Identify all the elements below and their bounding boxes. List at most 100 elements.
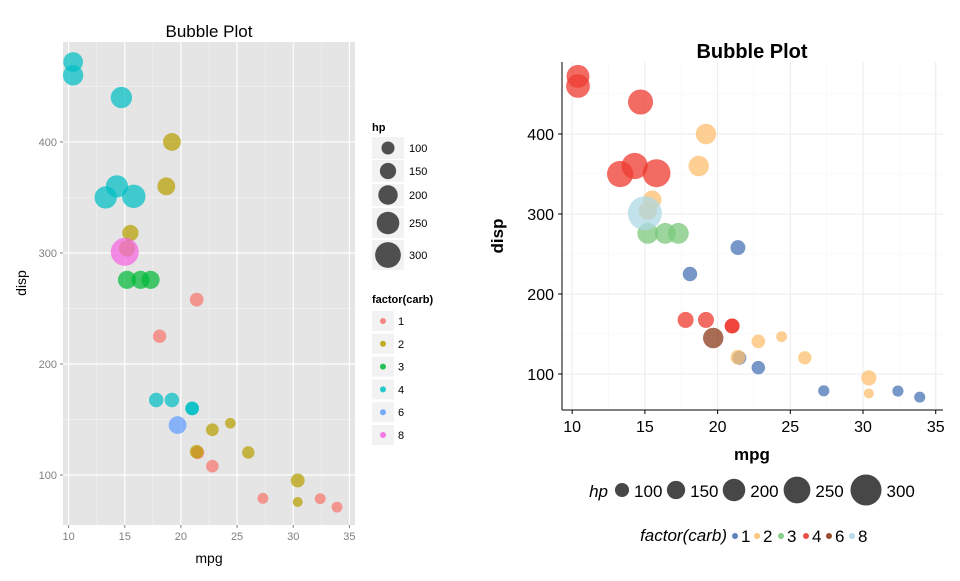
right-x-tick-label: 20 (709, 419, 727, 436)
left-x-tick-label: 15 (119, 531, 131, 543)
left-color-legend-dot (380, 386, 386, 393)
right-size-legend-label: 100 (634, 482, 662, 501)
right-bubble (914, 391, 926, 403)
left-size-legend-bubble (381, 141, 395, 155)
right-color-legend-label: 8 (858, 527, 867, 546)
right-bubble (892, 385, 904, 397)
left-color-legend-label: 2 (398, 339, 404, 351)
right-color-legend-title: factor(carb) (640, 526, 727, 545)
right-bubble (798, 351, 812, 365)
right-size-legend-bubble (666, 480, 686, 500)
right-gridlines (562, 62, 943, 410)
left-color-legend-dot (380, 409, 386, 416)
left-color-legend-keys: 1 2 3 4 6 8 (372, 311, 404, 445)
left-bubble (163, 133, 181, 151)
right-color-legend-dot (849, 533, 855, 539)
left-x-tick-label: 25 (231, 531, 243, 543)
right-size-legend-title: hp (589, 482, 608, 501)
left-bubble (185, 401, 199, 416)
left-bubble (206, 423, 219, 437)
right-bubble (627, 196, 662, 231)
left-y-tick-label: 300 (39, 248, 57, 260)
left-color-legend-label: 1 (398, 316, 404, 328)
left-y-tick-label: 200 (39, 359, 57, 371)
right-x-tick-label: 10 (563, 419, 581, 436)
left-y-axis-label: disp (13, 270, 29, 296)
left-bubble (148, 392, 164, 408)
left-bubble (117, 270, 137, 289)
right-color-legend-dot (778, 533, 784, 539)
left-bubble (292, 497, 303, 508)
right-x-axis-label: mpg (734, 445, 770, 464)
left-bubble (141, 270, 160, 289)
left-x-axis-label: mpg (195, 550, 222, 566)
left-data-points (62, 52, 343, 513)
right-data-points (566, 64, 926, 403)
right-bubble (861, 370, 877, 386)
left-size-legend-bubble (376, 211, 400, 235)
right-bubble (724, 318, 740, 334)
right-size-legend-keys: 100 150 200 250 300 (614, 474, 915, 506)
left-color-legend-label: 8 (398, 430, 404, 442)
right-bubble (730, 240, 746, 256)
right-bubble (688, 155, 709, 177)
right-bubble (677, 311, 694, 328)
left-size-legend-bubble (378, 185, 398, 205)
left-chart-title: Bubble Plot (166, 22, 253, 41)
right-chart-title: Bubble Plot (696, 41, 807, 63)
left-size-legend-title: hp (372, 122, 386, 134)
left-y-tick-label: 400 (39, 137, 57, 149)
right-bubble (697, 311, 714, 328)
left-bubble (164, 392, 180, 408)
right-bubble (863, 388, 874, 399)
left-size-legend-label: 200 (409, 190, 427, 202)
right-size-legend-label: 200 (750, 482, 778, 501)
right-color-legend-label: 3 (787, 527, 796, 546)
left-size-legend-label: 150 (409, 166, 427, 178)
right-size-legend-bubble (614, 482, 630, 498)
right-bubble (682, 266, 698, 282)
left-color-legend-label: 4 (398, 384, 404, 396)
right-bubble (751, 360, 766, 375)
left-chart: 10 15 20 25 30 35 100 200 300 400 Bubble Plot mpg… (13, 22, 433, 566)
right-color-legend-label: 1 (741, 527, 750, 546)
left-bubble (157, 177, 176, 196)
left-bubble (122, 224, 139, 242)
left-x-tick-label: 30 (287, 531, 299, 543)
left-size-legend-label: 100 (409, 143, 427, 155)
right-x-tick-label: 15 (636, 419, 654, 436)
left-legend: hp 100 150 200 250 300 factor(carb) 1 2 3 4 6 8 (372, 122, 433, 445)
right-bubble (818, 385, 830, 397)
right-color-legend-label: 2 (763, 527, 772, 546)
left-x-tick-label: 35 (343, 531, 355, 543)
right-bubble (695, 123, 717, 145)
left-color-legend-title: factor(carb) (372, 294, 433, 306)
right-size-legend-label: 300 (887, 482, 915, 501)
left-bubble (110, 86, 133, 109)
right-size-legend-bubble (850, 474, 882, 506)
left-tick-labels: 10 15 20 25 30 35 100 200 300 400 (39, 137, 356, 543)
right-color-legend-dot (803, 533, 809, 539)
left-bubble (110, 237, 139, 266)
left-bubble (94, 186, 117, 209)
right-y-tick-label: 300 (527, 207, 554, 224)
right-y-tick-label: 200 (527, 287, 554, 304)
left-bubble (168, 416, 187, 434)
right-bubble (730, 349, 746, 365)
left-bubble (225, 417, 236, 429)
left-bubble (122, 184, 146, 209)
left-bubble (290, 473, 305, 488)
left-size-legend-label: 300 (409, 250, 427, 262)
left-bubble (314, 493, 326, 505)
right-bubble (566, 74, 590, 98)
left-x-tick-label: 10 (62, 531, 74, 543)
left-color-legend-dot (380, 340, 386, 347)
right-bubble (776, 331, 788, 343)
left-color-legend-label: 6 (398, 407, 404, 419)
left-size-legend-bubble (375, 242, 401, 268)
right-size-legend-bubble (783, 476, 811, 504)
left-size-legend-label: 250 (409, 218, 427, 230)
